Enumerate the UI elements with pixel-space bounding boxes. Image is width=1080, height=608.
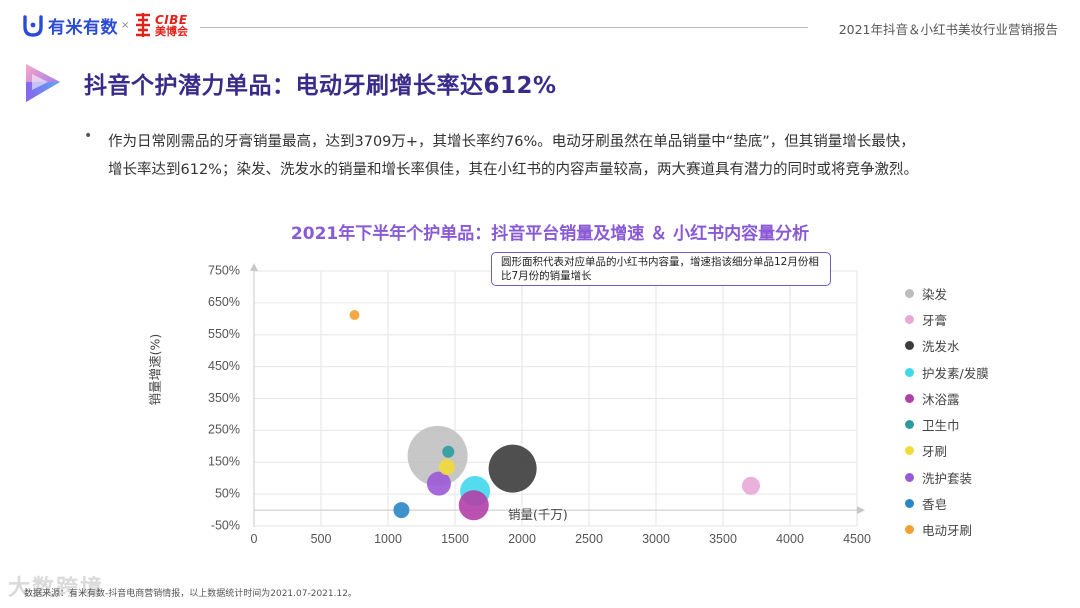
y-tick-label: 50%: [215, 486, 240, 500]
y-axis-label: 销量增速(%): [147, 333, 163, 406]
x-tick-label: 1500: [441, 532, 469, 546]
legend-color-dot: [905, 446, 914, 456]
legend-item: 电动牙刷: [905, 517, 989, 543]
legend-color-dot: [905, 341, 914, 351]
youmi-logo-icon: [23, 14, 43, 37]
legend-item: 牙膏: [905, 306, 989, 332]
watermark: 大数跨境: [8, 576, 105, 601]
y-tick-label: 750%: [208, 263, 240, 277]
bubble-8: [393, 502, 410, 519]
summary-paragraph: 作为日常刚需品的牙膏销量最高，达到3709万+，其增长率约76%。电动牙刷虽然在…: [108, 128, 1038, 184]
y-tick-label: 350%: [208, 391, 240, 405]
legend-item: 香皂: [905, 490, 989, 516]
chart-bubbles: [349, 309, 761, 521]
x-tick-label: 3500: [709, 532, 737, 546]
x-axis-label: 销量(千万): [508, 507, 568, 522]
legend-label: 洗发水: [922, 339, 960, 355]
x-tick-label: 500: [311, 532, 332, 546]
y-tick-label: 250%: [208, 423, 240, 437]
legend-label: 牙刷: [922, 444, 948, 460]
bubble-2: [488, 444, 537, 493]
report-title: 2021年抖音＆小红书美妆行业营销报告: [838, 22, 1058, 37]
legend-color-dot: [905, 499, 914, 509]
y-tick-label: -50%: [211, 518, 240, 532]
chart-grid: [253, 270, 858, 527]
legend-item: 卫生巾: [905, 411, 989, 437]
chart-title: 2021年下半年个护单品：抖音平台销量及增速 ＆ 小红书内容量分析: [290, 224, 810, 244]
y-tick-label: 150%: [208, 455, 240, 469]
legend-label: 卫生巾: [922, 418, 960, 434]
legend-item: 洗发水: [905, 333, 989, 359]
legend-item: 洗护套装: [905, 464, 989, 490]
bubble-5: [442, 445, 455, 458]
x-tick-label: 3000: [642, 532, 670, 546]
data-source: 数据来源：有米有数-抖音电商营销情报，以上数据统计时间为2021.07-2021…: [24, 589, 357, 599]
bubble-6: [438, 459, 455, 476]
x-tick-label: 2500: [575, 532, 603, 546]
cibe-logo-icon: [136, 13, 150, 37]
legend-color-dot: [905, 525, 914, 535]
x-tick-label: 2000: [508, 532, 536, 546]
youmi-logo: 有米有数: [22, 13, 118, 38]
legend-label: 沐浴露: [922, 391, 960, 407]
summary-line-2: 增长率达到612%；染发、洗发水的销量和增长率俱佳，其在小红书的内容声量较高，两…: [108, 162, 918, 178]
legend-label: 牙膏: [922, 312, 948, 328]
legend-color-dot: [905, 288, 914, 298]
y-tick-label: 450%: [208, 359, 240, 373]
bubble-4: [458, 490, 489, 521]
header: 有米有数 × CIBE 美博会 2021年抖音＆小红书美妆行业营销报告: [0, 0, 1080, 56]
chart-annotation: 圆形面积代表对应单品的小红书内容量，增速指该细分单品12月份相比7月份的销量增长: [491, 252, 831, 286]
paragraph-bullet: •: [84, 128, 93, 144]
x-tick-label: 0: [251, 532, 258, 546]
logo-separator: ×: [121, 20, 130, 31]
legend-color-dot: [905, 420, 914, 430]
bubble-9: [349, 309, 360, 320]
legend-label: 染发: [922, 286, 948, 302]
title-prism-icon: [26, 64, 60, 102]
legend-color-dot: [905, 314, 914, 324]
x-axis-arrow: [857, 506, 865, 515]
legend-label: 电动牙刷: [922, 523, 973, 539]
legend-color-dot: [905, 472, 914, 482]
chart-ticks: 0 500 1000 1500 2000 2500 3000 3500 4000 4500 -50%…: [208, 263, 871, 546]
bubble-7: [426, 471, 451, 496]
cibe-logo: CIBE 美博会: [133, 11, 188, 39]
header-divider: [200, 27, 808, 28]
chart-axes: [250, 263, 865, 527]
cibe-brand-cn: 美博会: [155, 24, 188, 38]
legend-item: 牙刷: [905, 438, 989, 464]
youmi-brand-text: 有米有数: [48, 18, 118, 38]
legend-label: 香皂: [922, 497, 948, 513]
legend-item: 染发: [905, 280, 989, 306]
x-tick-label: 4500: [843, 532, 871, 546]
cibe-brand-en: CIBE: [155, 12, 188, 27]
chart-legend: 染发牙膏洗发水护发素/发膜 沐浴露卫生巾牙刷洗护套装香皂电动牙刷: [905, 280, 989, 543]
legend-label: 护发素/发膜: [922, 365, 989, 381]
legend-item: 护发素/发膜: [905, 359, 989, 385]
bubble-1: [742, 476, 761, 495]
legend-color-dot: [905, 367, 914, 377]
summary-line-1: 作为日常刚需品的牙膏销量最高，达到3709万+，其增长率约76%。电动牙刷虽然在…: [108, 134, 915, 150]
y-tick-label: 550%: [208, 327, 240, 341]
x-tick-label: 4000: [776, 532, 804, 546]
y-tick-label: 650%: [208, 295, 240, 309]
page-title: 抖音个护潜力单品：电动牙刷增长率达612%: [84, 73, 557, 99]
legend-item: 沐浴露: [905, 385, 989, 411]
legend-color-dot: [905, 393, 914, 403]
x-tick-label: 1000: [374, 532, 402, 546]
y-axis-arrow: [250, 263, 258, 271]
legend-label: 洗护套装: [922, 470, 973, 486]
